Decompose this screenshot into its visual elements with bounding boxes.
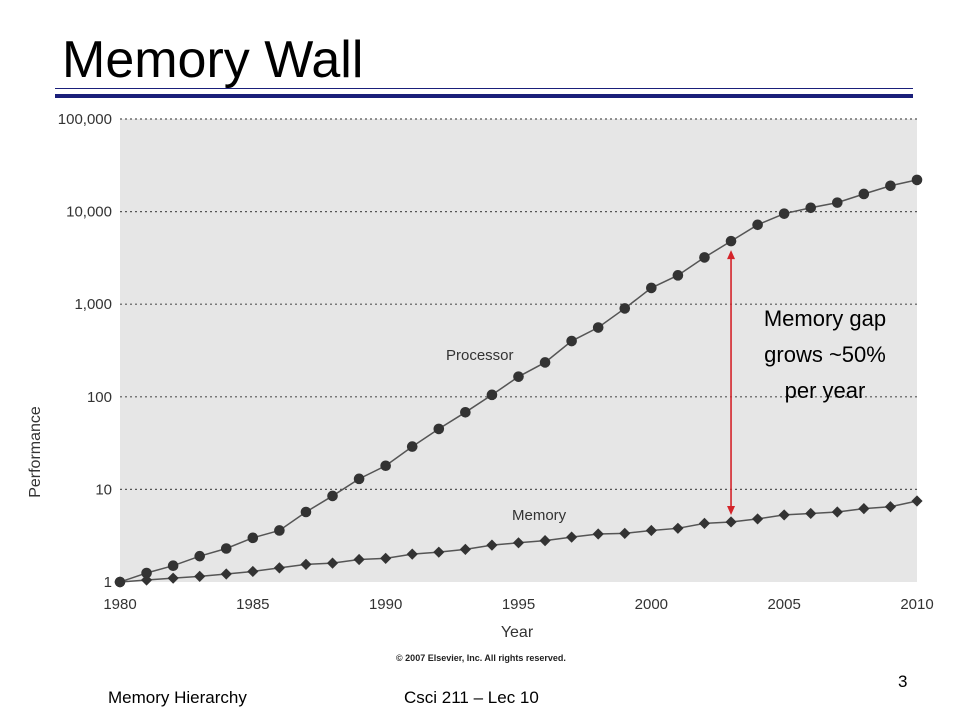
processor-point xyxy=(832,197,843,208)
memory-point xyxy=(459,543,471,555)
memory-point xyxy=(167,572,179,584)
annotation-line-2: grows ~50% xyxy=(764,342,886,367)
processor-point xyxy=(566,335,577,347)
memory-point xyxy=(672,522,684,534)
memory-point xyxy=(778,509,790,521)
x-axis-label: Year xyxy=(501,624,534,641)
processor-point xyxy=(752,219,763,231)
x-tick-label: 2005 xyxy=(767,596,800,613)
processor-point xyxy=(513,371,524,382)
processor-point xyxy=(699,252,710,263)
memory-point xyxy=(380,552,392,564)
processor-point xyxy=(141,567,152,579)
memory-point xyxy=(194,570,206,582)
memory-point xyxy=(698,517,711,529)
title-rule-thick xyxy=(55,94,913,98)
series-label-processor: Processor xyxy=(446,347,514,364)
processor-point xyxy=(619,303,631,314)
processor-point xyxy=(327,490,338,502)
page-number: 3 xyxy=(898,672,908,691)
processor-point xyxy=(646,282,657,294)
memory-point xyxy=(220,568,232,580)
memory-point xyxy=(539,534,551,547)
x-tick-label: 2010 xyxy=(900,596,933,613)
y-tick-label: 1,000 xyxy=(74,296,112,313)
processor-point xyxy=(911,174,923,186)
copyright-note: © 2007 Elsevier, Inc. All rights reserve… xyxy=(396,653,566,663)
x-tick-label: 2000 xyxy=(635,596,668,613)
x-tick-label: 1990 xyxy=(369,596,402,613)
processor-point xyxy=(247,532,259,544)
memory-point xyxy=(592,528,604,540)
memory-point xyxy=(486,539,498,551)
processor-point xyxy=(380,460,391,472)
processor-point xyxy=(672,270,684,281)
processor-point xyxy=(220,543,232,554)
memory-point xyxy=(831,506,843,518)
performance-chart: 1 10 100 1,000 10,000 100,000 1980 1985 1990 1995… xyxy=(27,111,934,663)
footer-course-topic: Memory Hierarchy xyxy=(108,688,247,707)
processor-point xyxy=(300,506,312,518)
processor-point xyxy=(885,180,896,192)
processor-point xyxy=(778,208,790,219)
memory-point xyxy=(406,548,418,560)
memory-point xyxy=(140,574,153,586)
memory-point xyxy=(300,558,312,570)
memory-point xyxy=(645,524,657,537)
memory-point xyxy=(725,516,737,528)
processor-point xyxy=(433,423,445,435)
processor-point xyxy=(194,550,205,562)
processor-point xyxy=(460,407,471,418)
memory-point xyxy=(512,537,525,549)
memory-point xyxy=(752,513,764,525)
title-rule-thin xyxy=(55,88,913,89)
processor-point xyxy=(167,560,179,571)
memory-gap-annotation: Memory gap grows ~50% per year xyxy=(764,306,886,403)
x-tick-label: 1985 xyxy=(236,596,269,613)
y-tick-label: 1 xyxy=(104,574,112,591)
y-tick-label: 100,000 xyxy=(58,111,112,128)
annotation-line-1: Memory gap xyxy=(764,306,886,331)
annotation-line-3: per year xyxy=(785,378,866,403)
processor-point xyxy=(592,322,604,333)
processor-point xyxy=(486,389,498,401)
processor-point xyxy=(725,235,737,247)
memory-point xyxy=(273,562,285,574)
footer-lecture: Csci 211 – Lec 10 xyxy=(404,688,539,707)
memory-point xyxy=(884,501,897,513)
memory-point xyxy=(858,503,870,515)
y-tick-label: 10,000 xyxy=(66,204,112,221)
memory-point xyxy=(805,507,817,520)
processor-point xyxy=(805,202,817,214)
memory-point xyxy=(326,557,339,569)
gap-arrow-head-bottom xyxy=(727,505,736,515)
memory-point xyxy=(353,553,365,566)
y-tick-label: 100 xyxy=(87,389,112,406)
plot-background xyxy=(120,119,917,582)
processor-point xyxy=(353,473,365,485)
y-tick-label: 10 xyxy=(95,481,112,498)
memory-point xyxy=(911,495,923,507)
processor-point xyxy=(858,188,870,200)
y-axis-label: Performance xyxy=(27,406,44,498)
memory-point xyxy=(619,527,631,539)
slide-title: Memory Wall xyxy=(62,31,364,89)
x-tick-label: 1995 xyxy=(502,596,535,613)
memory-point xyxy=(114,576,126,588)
memory-point xyxy=(566,531,578,543)
x-tick-label: 1980 xyxy=(103,596,136,613)
memory-point xyxy=(247,565,259,578)
processor-point xyxy=(539,357,551,368)
gap-arrow-head-top xyxy=(727,250,736,260)
processor-point xyxy=(274,525,285,536)
series-label-memory: Memory xyxy=(512,507,567,524)
processor-point xyxy=(406,441,418,452)
memory-point xyxy=(433,546,445,558)
